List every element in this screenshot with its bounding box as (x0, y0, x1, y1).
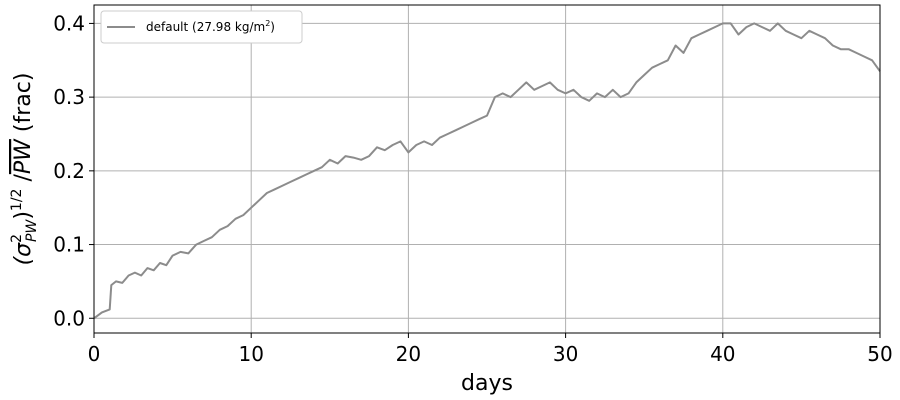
x-tick-label: 40 (710, 342, 735, 366)
y-label-sup: 2 (9, 234, 25, 243)
x-tick-label: 30 (553, 342, 578, 366)
y-label-slash: / (11, 174, 36, 189)
y-label-sub: PW (24, 219, 40, 242)
y-tick-label: 0.0 (53, 306, 85, 330)
x-axis-label: days (461, 371, 513, 396)
x-ticks: 0 10 20 30 40 50 (88, 333, 893, 366)
y-label-unit: (frac) (11, 73, 36, 140)
y-label-close: ) (11, 211, 36, 220)
legend-name-close: ) (270, 20, 275, 34)
x-tick-label: 50 (867, 342, 892, 366)
y-label-bar: PW (11, 138, 36, 174)
y-label-open: (σ (11, 242, 36, 266)
y-tick-label: 0.1 (53, 233, 85, 257)
x-tick-label: 20 (396, 342, 421, 366)
legend-name: default (27.98 kg/m (146, 20, 265, 34)
y-tick-label: 0.4 (53, 11, 85, 35)
y-tick-label: 0.3 (53, 85, 85, 109)
x-tick-label: 0 (88, 342, 101, 366)
plot-frame (93, 4, 881, 334)
y-axis-label: (σ2PW)1/2 /PW (frac) (9, 73, 40, 266)
legend-label: default (27.98 kg/m2) (146, 19, 275, 34)
legend-name-sup: 2 (265, 19, 270, 28)
grid-lines (93, 5, 881, 333)
legend-box (100, 10, 303, 44)
y-tick-label: 0.2 (53, 159, 85, 183)
y-label-power: 1/2 (9, 189, 25, 212)
y-ticks: 0.0 0.1 0.2 0.3 0.4 (53, 11, 94, 330)
legend: default (27.98 kg/m2) (100, 10, 303, 44)
series-line-default (93, 22, 881, 320)
plot-series (93, 22, 881, 320)
x-tick-label: 10 (238, 342, 263, 366)
